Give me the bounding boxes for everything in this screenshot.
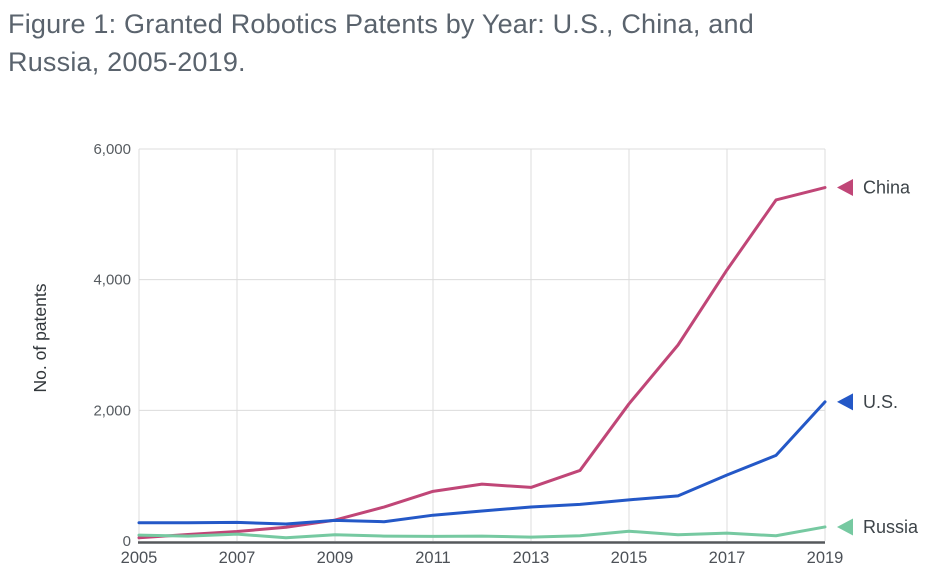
x-tick-label-2015: 2015 xyxy=(611,549,648,567)
line-us xyxy=(137,400,827,526)
legend-label-russia: Russia xyxy=(863,517,919,537)
x-tick-label-2017: 2017 xyxy=(709,549,746,567)
y-tick-label-0: 0 xyxy=(123,533,131,550)
x-tick-label-2019: 2019 xyxy=(807,549,844,567)
russia-left-triangle-icon xyxy=(837,518,853,536)
y-tick-label-4000: 4,000 xyxy=(93,272,131,289)
line-china xyxy=(137,186,827,540)
figure-title-line-1: Figure 1: Granted Robotics Patents by Ye… xyxy=(8,9,754,39)
x-tick-label-2011: 2011 xyxy=(415,549,450,567)
legend-label-us: U.S. xyxy=(863,392,898,412)
x-tick-label-2013: 2013 xyxy=(513,549,550,567)
y-tick-label-2000: 2,000 xyxy=(93,402,131,419)
china-left-triangle-icon xyxy=(837,179,853,197)
y-tick-label-6000: 6,000 xyxy=(93,141,131,158)
y-axis-title: No. of patents xyxy=(30,283,50,392)
figure-title: Figure 1: Granted Robotics Patents by Ye… xyxy=(8,5,908,81)
x-tick-label-2005: 2005 xyxy=(121,549,158,567)
x-tick-label-2007: 2007 xyxy=(219,549,256,567)
figure-title-line-2: Russia, 2005-2019. xyxy=(8,47,246,77)
legend-label-china: China xyxy=(863,178,911,198)
us-left-triangle-icon xyxy=(837,393,853,411)
line-russia xyxy=(137,525,827,540)
x-tick-label-2009: 2009 xyxy=(317,549,354,567)
